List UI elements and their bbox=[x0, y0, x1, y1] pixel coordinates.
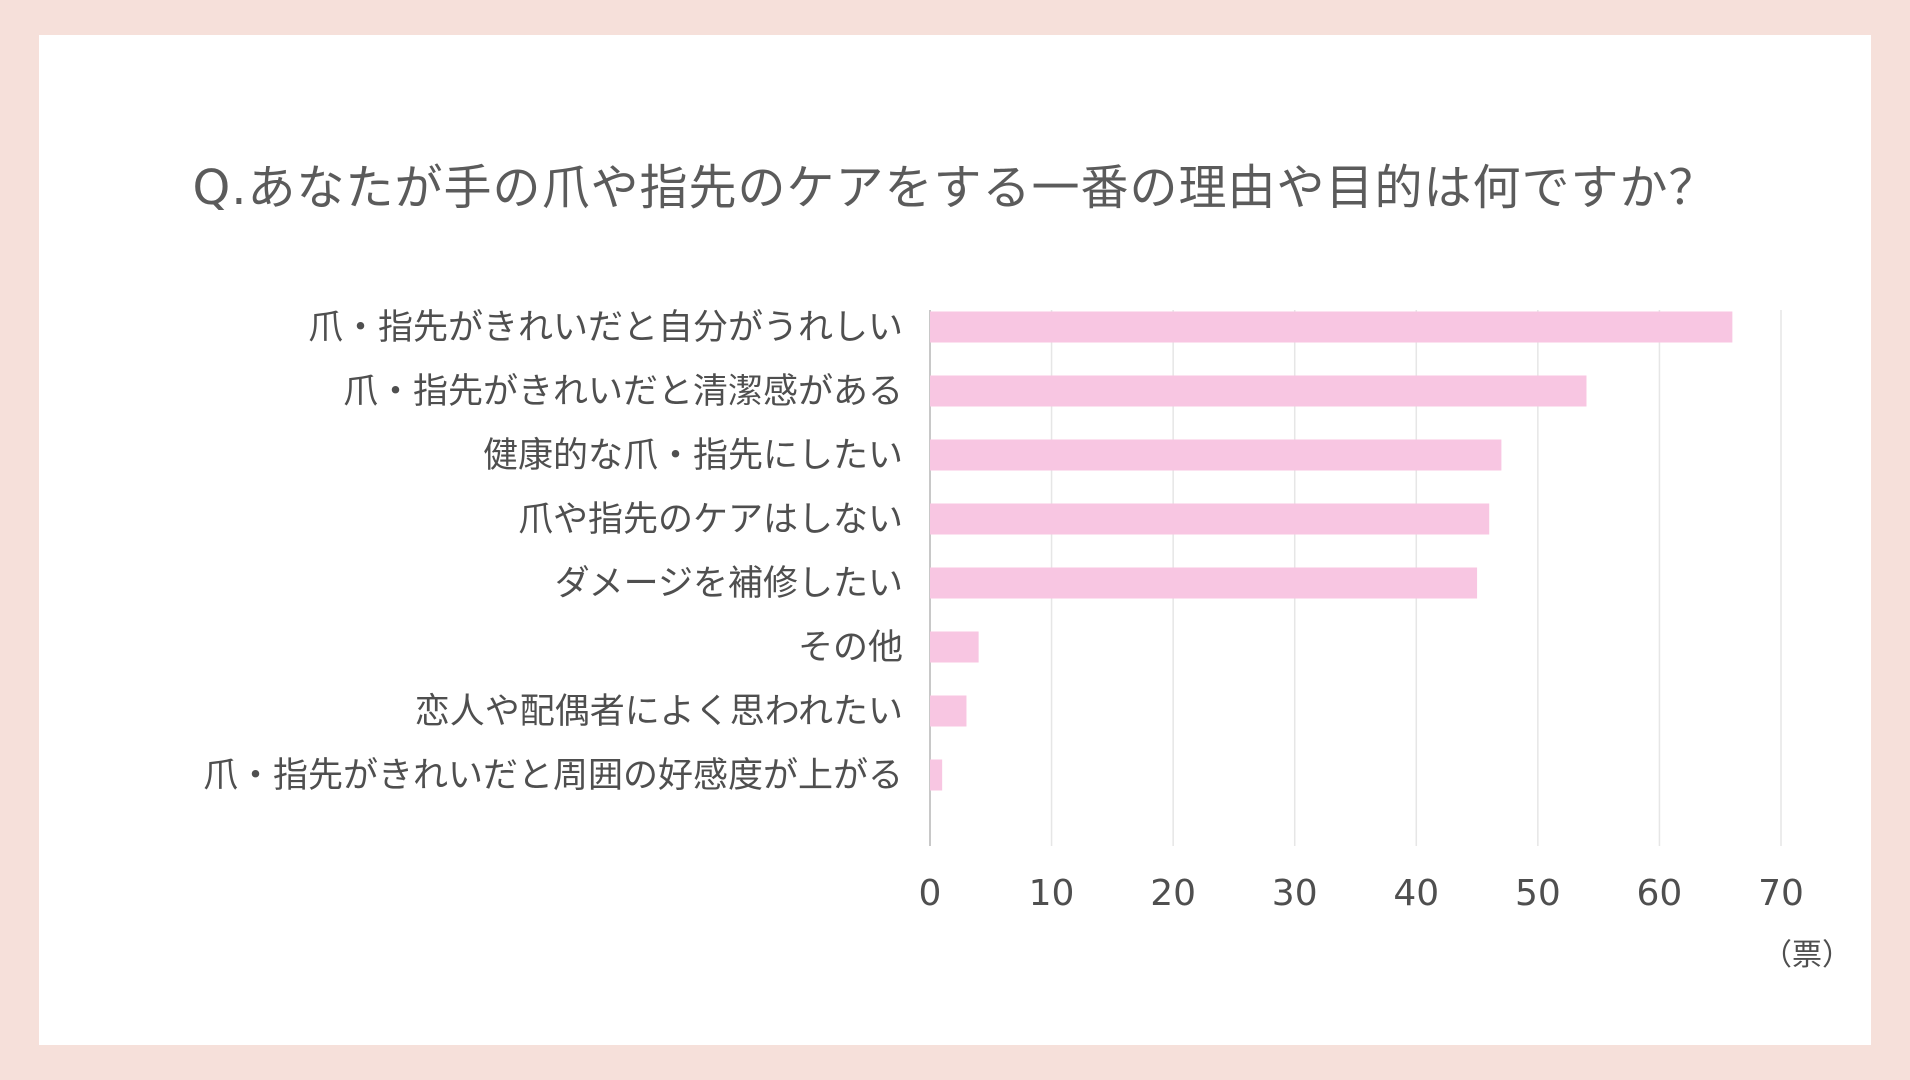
bar-2 bbox=[930, 375, 1587, 407]
x-tick-labels: 0 10 20 30 40 50 60 70 bbox=[919, 873, 1804, 914]
bar-4 bbox=[930, 503, 1490, 535]
chart-card bbox=[39, 35, 1871, 1045]
category-label-6: その他 bbox=[798, 628, 903, 668]
category-label-3: 健康的な爪・指先にしたい bbox=[483, 436, 903, 476]
category-labels: 爪・指先がきれいだと自分がうれしい爪・指先がきれいだと清潔感がある健康的な爪・指… bbox=[203, 308, 903, 796]
x-tick-label-60: 60 bbox=[1637, 873, 1683, 914]
x-tick-label-0: 0 bbox=[919, 873, 942, 914]
x-tick-label-20: 20 bbox=[1150, 873, 1196, 914]
bar-7 bbox=[930, 695, 967, 727]
x-tick-label-40: 40 bbox=[1393, 873, 1439, 914]
chart-title: Q.あなたが手の爪や指先のケアをする一番の理由や目的は何ですか？ bbox=[192, 160, 1718, 216]
x-tick-label-70: 70 bbox=[1758, 873, 1804, 914]
category-label-2: 爪・指先がきれいだと清潔感がある bbox=[343, 372, 903, 412]
bar-3 bbox=[930, 439, 1502, 471]
bars bbox=[930, 311, 1733, 791]
bar-5 bbox=[930, 567, 1478, 599]
bar-1 bbox=[930, 311, 1733, 343]
category-label-5: ダメージを補修したい bbox=[555, 564, 903, 604]
x-tick-label-10: 10 bbox=[1029, 873, 1075, 914]
category-label-7: 恋人や配偶者によく思われたい bbox=[415, 692, 903, 732]
x-tick-label-30: 30 bbox=[1272, 873, 1318, 914]
x-tick-label-50: 50 bbox=[1515, 873, 1561, 914]
category-label-4: 爪や指先のケアはしない bbox=[518, 500, 903, 540]
x-axis-unit-label: （票） bbox=[1762, 938, 1852, 973]
bar-8 bbox=[930, 759, 943, 791]
category-label-1: 爪・指先がきれいだと自分がうれしい bbox=[308, 308, 903, 348]
bar-6 bbox=[930, 631, 979, 663]
category-label-8: 爪・指先がきれいだと周囲の好感度が上がる bbox=[203, 756, 903, 796]
